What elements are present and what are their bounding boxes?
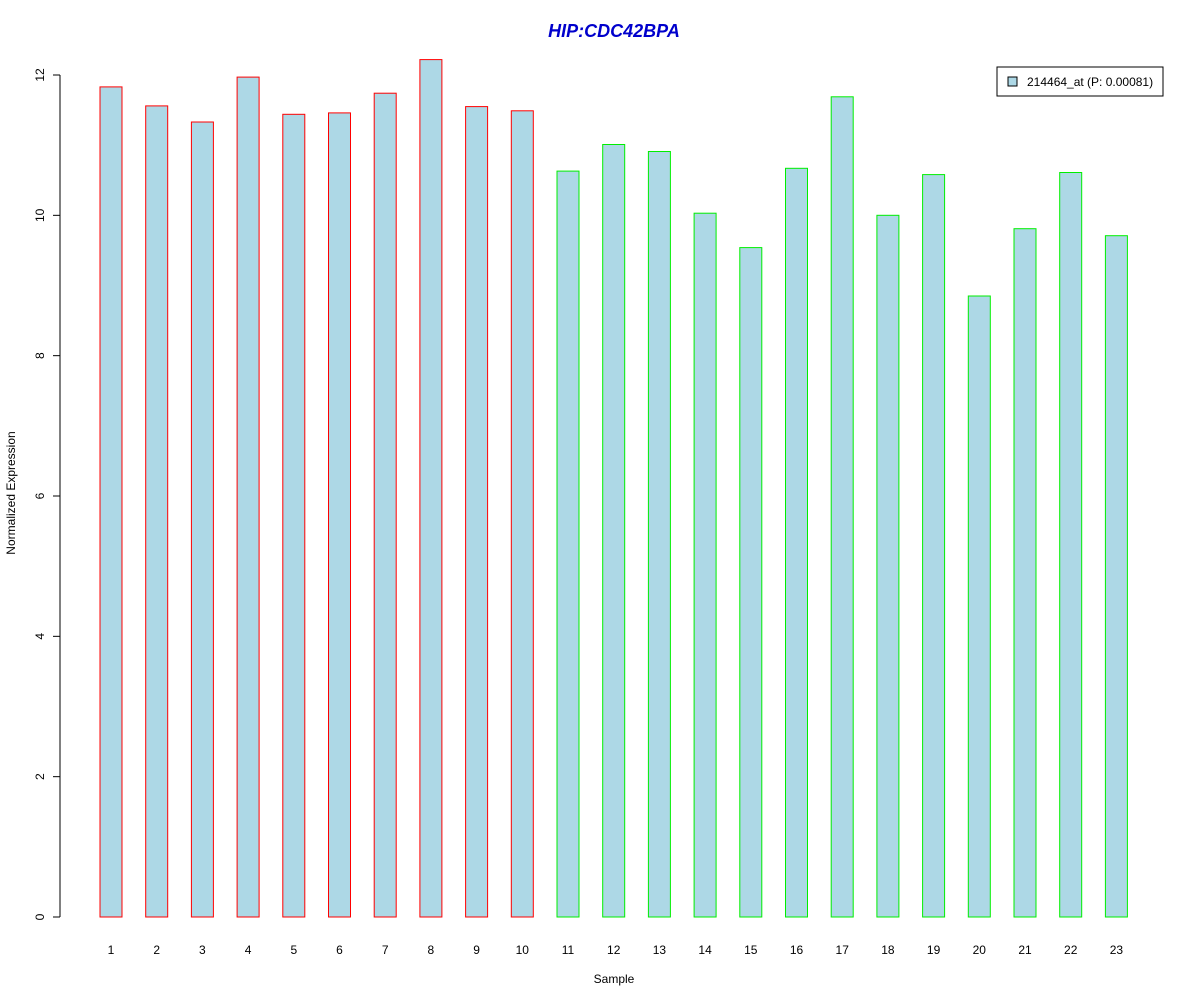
bar-sample-4 [236,76,260,918]
bar-sample-21 [1013,228,1037,918]
y-tick-label: 12 [33,68,47,82]
x-axis-label: Sample [594,972,635,986]
x-tick-label: 14 [698,943,712,957]
x-tick-label: 1 [108,943,115,957]
y-axis-label: Normalized Expression [4,431,18,554]
x-tick-label: 15 [744,943,758,957]
x-tick-label: 8 [428,943,435,957]
bar-sample-8 [419,59,443,918]
x-tick-label: 6 [336,943,343,957]
x-tick-label: 17 [836,943,850,957]
bar-sample-14 [693,212,717,918]
bar-sample-10 [510,110,534,918]
bar-sample-6 [328,112,351,918]
bar-sample-5 [282,113,306,918]
y-tick-label: 8 [33,352,47,359]
legend-label: 214464_at (P: 0.00081) [1027,75,1153,89]
x-tick-label: 11 [562,943,575,957]
x-tick-label: 12 [607,943,621,957]
y-tick-label: 4 [33,633,47,640]
bar-sample-17 [830,96,854,918]
y-tick-label: 2 [33,773,47,780]
x-tick-label: 7 [382,943,389,957]
bar-sample-18 [876,214,900,918]
x-tick-labels: 1 2 3 4 5 6 7 8 9 10 11 12 13 14 15 16 17 18 19 20 21 22 23 [108,943,1124,957]
legend-swatch [1007,76,1018,87]
x-tick-label: 23 [1110,943,1124,957]
bar-sample-20 [967,295,991,918]
x-tick-label: 9 [473,943,480,957]
bars-group [99,59,1128,918]
bar-sample-23 [1104,235,1128,918]
bar-sample-3 [190,121,214,918]
y-tick-label: 10 [33,208,47,222]
x-tick-label: 3 [199,943,206,957]
bar-sample-13 [647,151,671,918]
x-tick-label: 22 [1064,943,1078,957]
bar-sample-15 [739,247,763,918]
bar-sample-22 [1059,172,1083,918]
chart-title: HIP:CDC42BPA [548,21,680,41]
x-tick-label: 16 [790,943,804,957]
legend: 214464_at (P: 0.00081) [996,66,1164,97]
x-tick-label: 20 [973,943,987,957]
x-tick-label: 2 [153,943,160,957]
x-tick-label: 19 [927,943,941,957]
x-tick-label: 18 [881,943,895,957]
y-tick-label: 0 [33,913,47,920]
bar-sample-2 [145,105,169,918]
x-tick-label: 13 [653,943,667,957]
x-tick-label: 4 [245,943,252,957]
bar-sample-7 [373,92,397,918]
y-axis: 0 2 4 6 8 10 12 [33,68,61,920]
legend-box [996,66,1164,97]
bar-sample-19 [922,174,946,918]
bar-sample-9 [465,106,489,918]
bar-sample-11 [556,170,580,918]
bar-sample-1 [99,86,123,918]
x-tick-label: 5 [290,943,297,957]
bar-sample-16 [785,167,808,918]
y-tick-label: 6 [33,492,47,499]
bar-sample-12 [602,144,626,918]
x-tick-label: 21 [1018,943,1032,957]
x-tick-label: 10 [516,943,530,957]
